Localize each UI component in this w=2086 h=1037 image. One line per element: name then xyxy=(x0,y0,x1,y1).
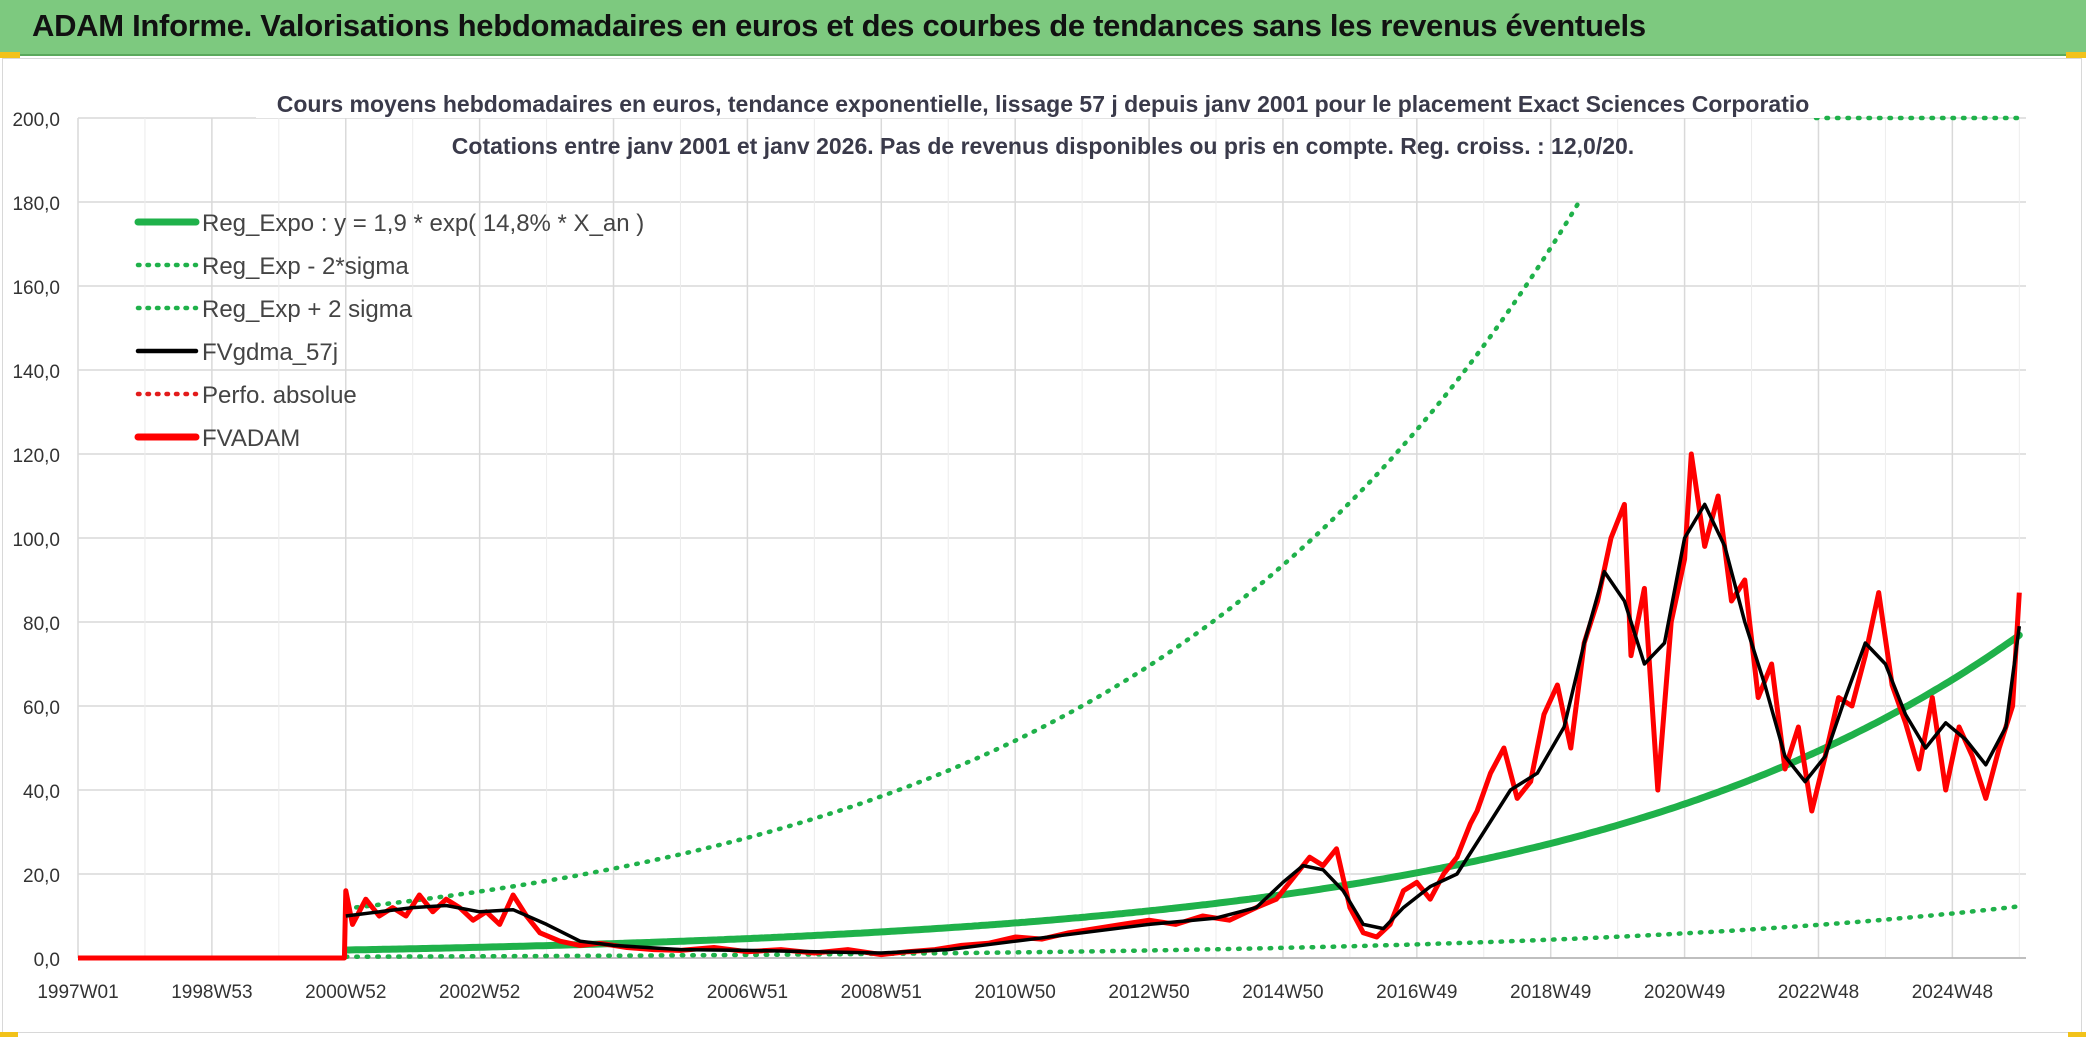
x-tick-label: 2010W50 xyxy=(975,982,1056,1003)
x-tick-label: 2014W50 xyxy=(1242,982,1323,1003)
y-tick-label: 120,0 xyxy=(12,446,60,467)
x-tick-label: 2020W49 xyxy=(1644,982,1725,1003)
y-tick-label: 0,0 xyxy=(34,950,60,971)
x-axis-ticks: 1997W01 1998W53 2000W52 2002W52 2004W52 2006W… xyxy=(37,982,1993,1003)
series-reg-exp-plus-2sigma xyxy=(343,196,1584,911)
chart-title: Cours moyens hebdomadaires en euros, ten… xyxy=(277,91,1810,117)
x-tick-label: 2004W52 xyxy=(573,982,654,1003)
x-tick-label: 2016W49 xyxy=(1376,982,1457,1003)
legend-label-sigma_plus: Reg_Exp + 2 sigma xyxy=(202,296,413,323)
legend-label-fvgdma: FVgdma_57j xyxy=(202,339,338,366)
grid-lines xyxy=(77,117,2026,959)
x-tick-label: 1998W53 xyxy=(171,982,252,1003)
legend-label-reg_expo: Reg_Expo : y = 1,9 * exp( 14,8% * X_an ) xyxy=(202,210,644,237)
y-tick-label: 200,0 xyxy=(12,110,60,131)
y-tick-label: 40,0 xyxy=(23,782,60,803)
x-tick-label: 1997W01 xyxy=(37,982,118,1003)
y-tick-label: 60,0 xyxy=(23,698,60,719)
bottom-accent-left xyxy=(0,1032,18,1037)
x-tick-label: 2006W51 xyxy=(707,982,788,1003)
legend: Reg_Expo : y = 1,9 * exp( 14,8% * X_an )… xyxy=(134,210,644,452)
chart-title-background xyxy=(256,84,1824,118)
series-fvgdma-57j xyxy=(345,502,2022,955)
header-banner: ADAM Informe. Valorisations hebdomadaire… xyxy=(0,0,2086,56)
chart-frame xyxy=(2,58,2082,1033)
chart-subtitle: Cotations entre janv 2001 et janv 2026. … xyxy=(452,133,1634,159)
y-tick-label: 80,0 xyxy=(23,614,60,635)
y-tick-label: 180,0 xyxy=(12,194,60,215)
corner-accent-left xyxy=(0,52,20,58)
bottom-accent-right xyxy=(2068,1032,2086,1037)
x-tick-label: 2008W51 xyxy=(841,982,922,1003)
series-layer xyxy=(78,115,2029,961)
y-tick-label: 140,0 xyxy=(12,362,60,383)
x-tick-label: 2018W49 xyxy=(1510,982,1591,1003)
header-title: ADAM Informe. Valorisations hebdomadaire… xyxy=(32,8,1646,43)
y-tick-label: 100,0 xyxy=(12,530,60,551)
corner-accent-right xyxy=(2066,52,2086,58)
x-tick-label: 2022W48 xyxy=(1778,982,1859,1003)
legend-label-sigma_minus: Reg_Exp - 2*sigma xyxy=(202,253,409,280)
y-axis-ticks: 0,0 20,0 40,0 60,0 80,0 100,0 120,0 140,0 160,0 1… xyxy=(12,110,60,971)
legend-label-fvadam: FVADAM xyxy=(202,425,300,452)
series-reg-expo xyxy=(342,631,2023,954)
x-tick-label: 2002W52 xyxy=(439,982,520,1003)
x-tick-label: 2000W52 xyxy=(305,982,386,1003)
series-fvadam xyxy=(78,451,2022,961)
legend-label-perfo: Perfo. absolue xyxy=(202,382,357,409)
y-tick-label: 20,0 xyxy=(23,866,60,887)
x-tick-label: 2024W48 xyxy=(1912,982,1993,1003)
series-reg-exp-minus-2sigma xyxy=(343,904,2022,959)
y-tick-label: 160,0 xyxy=(12,278,60,299)
x-tick-label: 2012W50 xyxy=(1108,982,1189,1003)
